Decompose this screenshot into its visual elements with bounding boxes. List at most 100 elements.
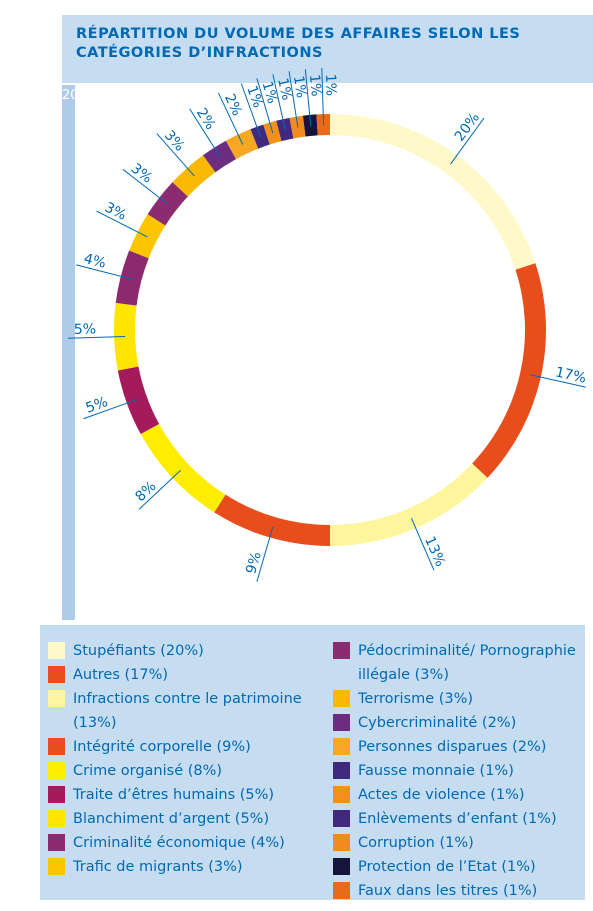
legend-label: Autres (17%) bbox=[73, 667, 169, 683]
data-label: 3% bbox=[102, 200, 129, 224]
legend-item: Traite d’êtres humains (5%) bbox=[48, 783, 333, 807]
chart-title: RÉPARTITION DU VOLUME DES AFFAIRES SELON… bbox=[62, 15, 593, 83]
legend-label: Actes de violence (1%) bbox=[358, 787, 525, 803]
legend: Stupéfiants (20%) Autres (17%) Infractions… bbox=[40, 625, 585, 900]
legend-label: Faux dans les titres (1%) bbox=[358, 883, 538, 899]
data-label: 1% bbox=[322, 74, 339, 97]
donut-segment bbox=[330, 463, 488, 546]
legend-column: Stupéfiants (20%) Autres (17%) Infractions… bbox=[48, 639, 333, 900]
leader-line bbox=[529, 374, 586, 388]
leader-line bbox=[410, 517, 435, 571]
legend-label: Traite d’êtres humains (5%) bbox=[73, 787, 275, 803]
legend-item: Pédocriminalité/ Pornographie illégale (… bbox=[333, 639, 583, 687]
legend-swatch bbox=[333, 810, 350, 827]
legend-item: Crime organisé (8%) bbox=[48, 759, 333, 783]
legend-label: Protection de l’Etat (1%) bbox=[358, 859, 536, 875]
leader-line bbox=[189, 108, 221, 158]
leader-line bbox=[272, 74, 286, 131]
donut-segment bbox=[114, 302, 139, 371]
data-label: 1% bbox=[274, 77, 294, 102]
legend-label: Trafic de migrants (3%) bbox=[73, 859, 243, 875]
leader-line bbox=[450, 117, 485, 165]
legend-item: Blanchiment d’argent (5%) bbox=[48, 807, 333, 831]
legend-label: Personnes disparues (2%) bbox=[358, 739, 547, 755]
legend-item: Faux dans les titres (1%) bbox=[333, 879, 583, 903]
donut-segment bbox=[472, 263, 546, 478]
year-strip bbox=[62, 85, 75, 620]
data-label: 3% bbox=[161, 127, 188, 154]
legend-swatch bbox=[333, 834, 350, 851]
legend-item: Autres (17%) bbox=[48, 663, 333, 687]
data-label: 13% bbox=[421, 534, 448, 569]
legend-item: Stupéfiants (20%) bbox=[48, 639, 333, 663]
legend-swatch bbox=[48, 642, 65, 659]
legend-label: Blanchiment d’argent (5%) bbox=[73, 811, 270, 827]
legend-swatch bbox=[333, 642, 350, 659]
legend-item: Trafic de migrants (3%) bbox=[48, 855, 333, 879]
leader-line bbox=[256, 78, 274, 134]
legend-item: Corruption (1%) bbox=[333, 831, 583, 855]
leader-line bbox=[96, 210, 148, 238]
legend-label: Crime organisé (8%) bbox=[73, 763, 223, 779]
data-label: 5% bbox=[84, 394, 110, 417]
legend-label: Infractions contre le patrimoine (13%) bbox=[73, 691, 302, 731]
legend-item: Fausse monnaie (1%) bbox=[333, 759, 583, 783]
donut-segment bbox=[117, 366, 160, 435]
legend-label: Cybercriminalité (2%) bbox=[358, 715, 517, 731]
legend-swatch bbox=[48, 762, 65, 779]
data-label: 4% bbox=[82, 251, 107, 272]
leader-line bbox=[217, 92, 244, 145]
legend-item: Enlèvements d’enfant (1%) bbox=[333, 807, 583, 831]
legend-label: Intégrité corporelle (9%) bbox=[73, 739, 251, 755]
legend-item: Terrorisme (3%) bbox=[333, 687, 583, 711]
legend-column: Pédocriminalité/ Pornographie illégale (… bbox=[333, 639, 583, 900]
data-label: 2% bbox=[221, 92, 245, 119]
leader-line bbox=[68, 335, 126, 339]
leader-line bbox=[83, 398, 138, 420]
legend-swatch bbox=[48, 738, 65, 755]
legend-item: Criminalité économique (4%) bbox=[48, 831, 333, 855]
legend-label: Criminalité économique (4%) bbox=[73, 835, 285, 851]
data-label: 17% bbox=[554, 364, 588, 386]
data-label: 1% bbox=[306, 74, 324, 98]
leader-line bbox=[138, 469, 181, 510]
legend-swatch bbox=[48, 666, 65, 683]
data-label: 20% bbox=[452, 110, 483, 145]
legend-label: Stupéfiants (20%) bbox=[73, 643, 204, 659]
legend-item: Protection de l’Etat (1%) bbox=[333, 855, 583, 879]
legend-swatch bbox=[48, 786, 65, 803]
donut-segment bbox=[330, 114, 536, 270]
legend-swatch bbox=[333, 738, 350, 755]
legend-swatch bbox=[333, 786, 350, 803]
data-label: 5% bbox=[74, 321, 97, 338]
data-label: 3% bbox=[128, 160, 155, 186]
legend-swatch bbox=[48, 810, 65, 827]
legend-swatch bbox=[48, 690, 65, 707]
data-label: 2% bbox=[193, 105, 218, 132]
leader-line bbox=[156, 133, 195, 177]
legend-item: Cybercriminalité (2%) bbox=[333, 711, 583, 735]
leader-line bbox=[76, 264, 132, 280]
legend-swatch bbox=[333, 858, 350, 875]
legend-item: Personnes disparues (2%) bbox=[333, 735, 583, 759]
data-label: 1% bbox=[259, 80, 281, 106]
data-label: 1% bbox=[290, 75, 309, 99]
leader-line bbox=[122, 169, 169, 205]
legend-label: Terrorisme (3%) bbox=[358, 691, 474, 707]
legend-label: Fausse monnaie (1%) bbox=[358, 763, 514, 779]
leader-line bbox=[240, 83, 262, 138]
legend-label: Corruption (1%) bbox=[358, 835, 474, 851]
donut-segment bbox=[140, 423, 226, 513]
donut-segment bbox=[129, 214, 166, 259]
year-label: 2013 bbox=[62, 88, 96, 103]
donut-segment bbox=[214, 494, 330, 546]
legend-item: Infractions contre le patrimoine (13%) bbox=[48, 687, 333, 735]
chart: 20%17%13%9%8%5%5%4%3%3%3%2%2%1%1%1%1%1%1… bbox=[68, 68, 588, 582]
leader-line bbox=[304, 69, 312, 126]
leader-line bbox=[256, 526, 274, 582]
legend-swatch bbox=[333, 690, 350, 707]
legend-item: Actes de violence (1%) bbox=[333, 783, 583, 807]
data-label: 9% bbox=[243, 550, 265, 576]
donut-segment bbox=[115, 250, 149, 306]
